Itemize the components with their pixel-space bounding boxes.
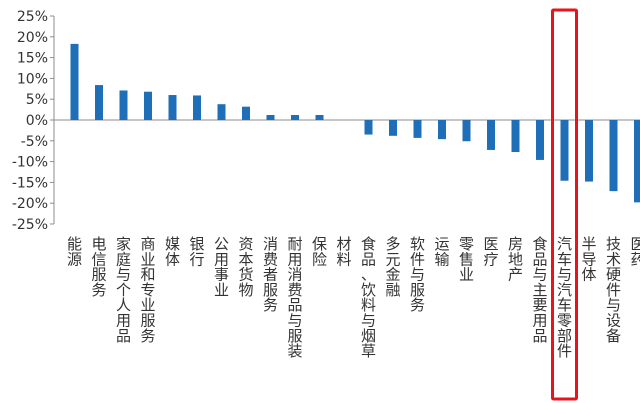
x-tick-label: 食品与主要用品: [532, 235, 547, 345]
x-tick-label: 医疗: [483, 235, 498, 268]
bar: [585, 120, 593, 182]
bar: [95, 85, 103, 120]
y-tick-label: 20%: [17, 30, 48, 46]
bar: [193, 95, 201, 120]
x-tick-label: 零售业: [459, 235, 474, 284]
highlight: [551, 8, 578, 401]
bar: [511, 120, 520, 153]
x-tick-label: 食品、饮料与烟草: [361, 235, 376, 360]
x-tick-label: 医药: [630, 235, 640, 268]
x-tick-label: 多元金融: [385, 235, 400, 299]
x-tick-labels: 能源电信服务家庭与个人用品商业和专业服务媒体银行公用事业资本货物消费者服务耐用消…: [67, 235, 640, 360]
x-tick-label: 软件与服务: [410, 235, 425, 314]
bar: [242, 106, 250, 120]
y-tick-label: 15%: [17, 51, 48, 67]
bar: [364, 120, 373, 135]
x-tick-label: 媒体: [165, 235, 180, 268]
x-tick-label: 银行: [189, 235, 204, 268]
bar: [70, 43, 79, 120]
y-tick-label: 25%: [17, 9, 48, 25]
x-tick-label: 半导体: [581, 235, 596, 284]
x-tick-label: 公用事业: [214, 235, 229, 299]
y-tick-label: -25%: [12, 217, 48, 233]
bar: [536, 120, 544, 160]
x-tick-label: 消费者服务: [263, 235, 278, 314]
y-tick-label: 10%: [17, 71, 48, 87]
bar: [413, 120, 422, 138]
x-tick-label: 电信服务: [91, 235, 106, 299]
y-tick-label: 5%: [26, 92, 48, 108]
y-tick-label: -5%: [21, 134, 48, 150]
x-tick-label: 技术硬件与设备: [606, 235, 621, 345]
x-tick-label: 资本货物: [238, 235, 253, 299]
bar: [217, 104, 226, 120]
bar: [389, 120, 397, 136]
y-axis: 25% 20% 15% 10% 5% 0% -5% -10% -15% -20% -25%: [12, 9, 640, 233]
x-tick-label: 耐用消费品与服装: [287, 235, 302, 360]
x-tick-label: 保险: [312, 235, 327, 268]
bar: [291, 115, 299, 120]
y-tick-label: -20%: [12, 196, 48, 212]
x-tick-label: 房地产: [508, 235, 523, 284]
bar: [609, 120, 618, 192]
x-tick-label: 运输: [434, 235, 449, 268]
bar: [266, 115, 275, 120]
x-tick-label: 汽车与汽车零部件: [557, 235, 572, 360]
bars: [70, 43, 640, 203]
bar: [560, 120, 569, 181]
y-tick-label: 0%: [26, 113, 48, 129]
x-tick-label: 材料: [336, 235, 351, 268]
y-tick-label: -10%: [12, 155, 48, 171]
x-tick-label: 能源: [67, 235, 82, 268]
x-tick-label: 商业和专业服务: [140, 235, 155, 345]
bar: [119, 90, 128, 120]
y-tick-label: -15%: [12, 175, 48, 191]
bar: [634, 120, 640, 203]
highlight-box: [551, 8, 578, 401]
bar: [462, 120, 471, 142]
bar: [144, 91, 152, 120]
bar: [315, 115, 324, 120]
x-tick-label: 家庭与个人用品: [116, 235, 131, 345]
bar: [438, 120, 446, 140]
bar: [487, 120, 495, 150]
bar: [168, 95, 177, 120]
